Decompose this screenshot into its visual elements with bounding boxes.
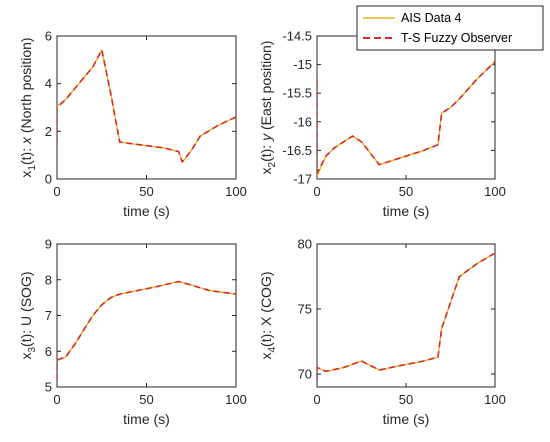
y-tick-label: 6	[45, 29, 52, 44]
x-tick-label: 50	[139, 392, 153, 407]
x-tick-label: 100	[225, 184, 247, 199]
y-tick-label: 9	[45, 237, 52, 252]
axes-box	[316, 243, 496, 388]
x-axis-label: time (s)	[123, 411, 170, 427]
y-tick-label: 80	[298, 237, 312, 252]
y-tick-label: 2	[45, 124, 52, 139]
y-axis-label: x2(t): y (East position)	[258, 41, 278, 175]
subplot-east-position: 0 50 100 -17 -16.5 -16 -15.5 -15 -14.5 time (s) x2…	[258, 29, 506, 220]
x-tick-label: 0	[53, 184, 60, 199]
y-axis-label: x1(t): x (North position)	[18, 37, 38, 177]
x-axis-label: time (s)	[383, 203, 430, 219]
series-ts-fuzzy-observer	[57, 280, 236, 380]
x-axis-label: time (s)	[383, 411, 430, 427]
series-ts-fuzzy-observer	[317, 252, 495, 381]
subplot-cog: 0 50 100 70 75 80 time (s) x4(t): X (COG)	[258, 237, 506, 428]
x-tick-label: 50	[399, 184, 413, 199]
subplot-sog: 0 50 100 5 6 7 8 9 time (s) x3(t): U (SOG)	[18, 237, 247, 428]
series-ts-fuzzy-observer	[317, 61, 495, 175]
y-tick-label: 0	[45, 172, 52, 187]
y-tick-label: -15	[293, 57, 312, 72]
y-tick-label: -15.5	[282, 86, 312, 101]
y-tick-label: -16	[293, 114, 312, 129]
axes-box	[316, 35, 496, 180]
y-tick-label: -16.5	[282, 143, 312, 158]
x-tick-label: 0	[313, 184, 320, 199]
x-tick-label: 50	[139, 184, 153, 199]
x-tick-label: 50	[399, 392, 413, 407]
x-axis-label: time (s)	[123, 203, 170, 219]
x-tick-label: 0	[313, 392, 320, 407]
legend: AIS Data 4 T-S Fuzzy Observer	[356, 5, 544, 51]
y-tick-label: -14.5	[282, 29, 312, 44]
legend-box	[356, 5, 544, 51]
y-tick-label: -17	[293, 172, 312, 187]
y-tick-label: 75	[298, 302, 312, 317]
y-tick-label: 4	[45, 76, 52, 91]
y-axis-label: x4(t): X (COG)	[258, 272, 278, 360]
y-tick-label: 6	[45, 344, 52, 359]
axes-box	[56, 35, 237, 180]
legend-label-observer: T-S Fuzzy Observer	[401, 31, 512, 45]
axes-box	[56, 243, 237, 388]
series-ts-fuzzy-observer	[57, 48, 236, 163]
x-tick-label: 100	[225, 392, 247, 407]
y-tick-label: 7	[45, 308, 52, 323]
subplot-north-position: 0 50 100 0 2 4 6 time (s) x1(t): x (North positi…	[18, 29, 247, 220]
y-tick-label: 70	[298, 367, 312, 382]
legend-label-ais: AIS Data 4	[401, 11, 461, 25]
y-tick-label: 5	[45, 380, 52, 395]
x-tick-label: 100	[484, 392, 506, 407]
x-tick-label: 100	[484, 184, 506, 199]
y-axis-label: x3(t): U (SOG)	[18, 272, 38, 360]
y-tick-label: 8	[45, 272, 52, 287]
x-tick-label: 0	[53, 392, 60, 407]
